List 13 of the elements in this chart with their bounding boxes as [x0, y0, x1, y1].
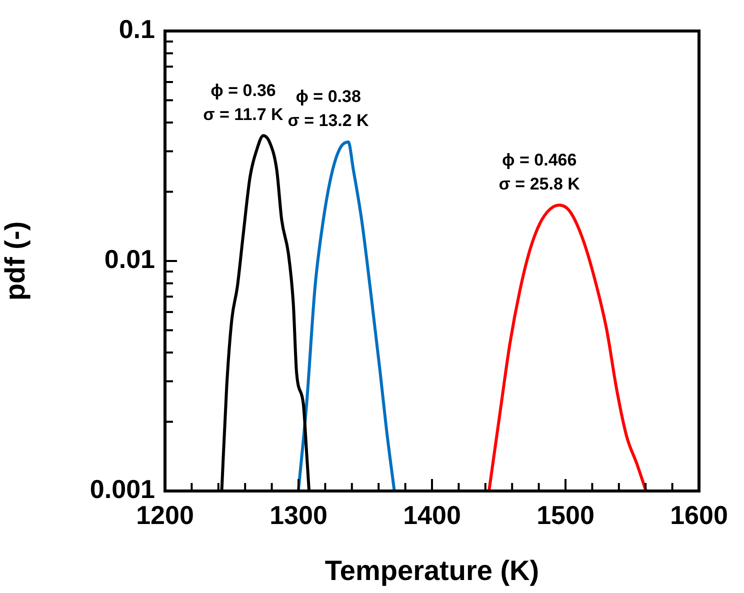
x-axis-title: Temperature (K) — [324, 554, 540, 586]
y-tick-label: 0.01 — [104, 244, 155, 274]
line-series — [296, 140, 396, 491]
y-tick-label: 0.1 — [118, 14, 155, 44]
x-tick-label: 1400 — [403, 500, 461, 530]
annotation: ϕ = 0.466 σ = 25.8 K — [498, 150, 581, 194]
line-series — [488, 204, 648, 491]
x-tick-label: 1300 — [270, 500, 328, 530]
annotation: ϕ = 0.38 σ = 13.2 K — [288, 87, 370, 130]
annotation: ϕ = 0.36 σ = 11.7 K — [203, 80, 284, 124]
y-axis-title: pdf (-) — [0, 221, 31, 301]
x-tick-label: 1600 — [670, 500, 728, 530]
x-tick-label: 1500 — [536, 500, 594, 530]
